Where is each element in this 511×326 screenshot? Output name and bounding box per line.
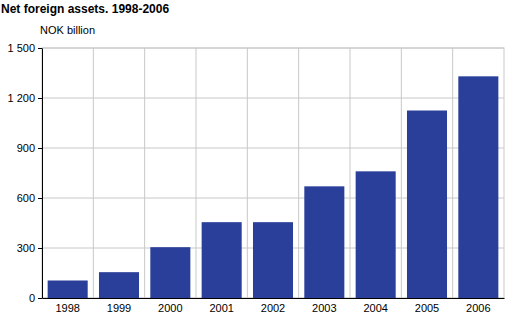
y-tick-label: 600 (17, 192, 35, 204)
grid-line (42, 98, 504, 99)
bar (458, 76, 498, 298)
x-tick-label: 1999 (107, 302, 131, 314)
x-separators (93, 48, 452, 298)
y-tick-label: 1 500 (7, 42, 35, 54)
y-tick-label: 1 200 (7, 92, 35, 104)
x-axis-line (43, 298, 505, 299)
y-tick-mark (38, 98, 42, 99)
bar (304, 186, 344, 298)
grid-line (42, 48, 504, 49)
category-separator (144, 48, 145, 298)
y-axis-title: NOK billion (40, 24, 95, 36)
x-tick: 2001 (209, 298, 233, 314)
y-tick: 900 (17, 142, 42, 154)
y-tick: 1 500 (7, 42, 42, 54)
plot: 03006009001 2001 50019981999200020012002… (7, 42, 504, 314)
category-separator (452, 48, 453, 298)
y-tick: 1 200 (7, 92, 42, 104)
x-tick-label: 2003 (312, 302, 336, 314)
bar (48, 281, 88, 299)
x-tick: 2006 (466, 298, 490, 314)
category-separator (247, 48, 248, 298)
x-tick-label: 2002 (261, 302, 285, 314)
x-tick: 2004 (363, 298, 387, 314)
chart: 03006009001 2001 50019981999200020012002… (0, 0, 511, 326)
y-axis: 0 300 600 900 1 200 1 500 (7, 42, 42, 304)
y-tick-label: 300 (17, 242, 35, 254)
y-tick-mark (38, 198, 42, 199)
category-separator (350, 48, 351, 298)
category-separator (93, 48, 94, 298)
category-separator (298, 48, 299, 298)
y-grid (42, 48, 504, 298)
x-tick: 1998 (55, 298, 79, 314)
x-tick-label: 2004 (363, 302, 387, 314)
y-tick-mark (38, 298, 42, 299)
x-tick-label: 2000 (158, 302, 182, 314)
x-tick: 2003 (312, 298, 336, 314)
bars (48, 76, 499, 298)
y-tick: 300 (17, 242, 42, 254)
y-tick: 600 (17, 192, 42, 204)
bar (150, 247, 190, 298)
plot-frame (42, 48, 504, 298)
bar (253, 222, 293, 298)
category-separator (401, 48, 402, 298)
y-tick-mark (38, 148, 42, 149)
y-tick-label: 900 (17, 142, 35, 154)
bar (356, 171, 396, 298)
x-tick-label: 2006 (466, 302, 490, 314)
x-tick-label: 2001 (209, 302, 233, 314)
y-tick: 0 (29, 292, 42, 304)
x-tick: 2005 (415, 298, 439, 314)
x-axis: 1998 1999 2000 2001 2002 2003 2004 2005 2006 (43, 298, 505, 314)
bar (202, 222, 242, 298)
bar (407, 111, 447, 299)
x-tick-label: 1998 (55, 302, 79, 314)
x-tick: 2002 (261, 298, 285, 314)
y-tick-mark (38, 248, 42, 249)
x-tick: 1999 (107, 298, 131, 314)
y-tick-mark (38, 48, 42, 49)
category-separator (196, 48, 197, 298)
y-tick-label: 0 (29, 292, 35, 304)
x-tick-label: 2005 (415, 302, 439, 314)
bar (99, 272, 139, 298)
x-tick: 2000 (158, 298, 182, 314)
y-axis-line (42, 49, 43, 299)
title: Net foreign assets. 1998-2006 (1, 2, 169, 16)
